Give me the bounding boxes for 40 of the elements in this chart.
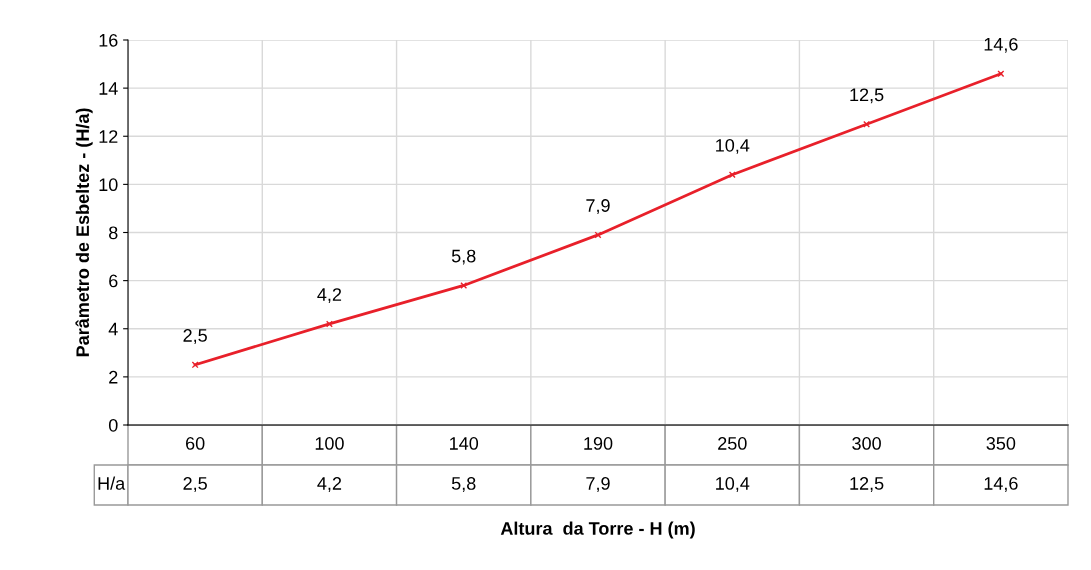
text: 2,5	[183, 329, 207, 344]
text: 10,4	[716, 138, 750, 154]
y-tick-label: 10	[99, 178, 118, 192]
x-tick-label: 140	[450, 437, 479, 450]
text: 4,2	[317, 288, 342, 304]
text: H/a	[98, 476, 126, 490]
x-tick-label: 100	[315, 437, 344, 450]
y-axis-title: Parâmetro de Esbeltez - (H/a)	[75, 108, 93, 357]
point	[191, 361, 199, 369]
point	[728, 171, 736, 179]
point	[325, 320, 333, 328]
data-label: 10,4	[716, 477, 750, 492]
y-tick-label: 4	[108, 322, 118, 336]
y-tick-label: 16	[99, 33, 118, 47]
data-label: 7,9	[586, 477, 610, 492]
y-tick-label: 8	[109, 226, 118, 240]
point	[997, 70, 1005, 78]
x-tick-label: 250	[718, 437, 747, 450]
x-axis-title: Altura da Torre - H (m)	[500, 521, 695, 539]
x-tick-label: 350	[986, 437, 1016, 450]
y-tick-label: 0	[108, 418, 118, 432]
text: 5,8	[451, 249, 476, 265]
text: 7,9	[586, 199, 610, 215]
x-tick-label: 300	[852, 437, 881, 450]
y-tick-label: 14	[99, 82, 118, 95]
y-tick-label: 6	[109, 274, 118, 288]
point	[594, 231, 602, 239]
data-label: 12,5	[850, 477, 884, 492]
data-label: 5,8	[451, 477, 476, 492]
data-label: 14,6	[984, 477, 1018, 492]
data-label: 4,2	[317, 477, 342, 492]
point	[460, 281, 468, 289]
text: 14,6	[984, 37, 1018, 53]
y-tick-label: 2	[109, 370, 118, 384]
y-tick-label: 12	[99, 130, 118, 143]
text: 12,5	[850, 88, 884, 104]
x-tick-label: 60	[186, 437, 205, 450]
point	[863, 120, 871, 128]
x-tick-label: 190	[584, 437, 613, 450]
data-label: 2,5	[183, 477, 207, 492]
